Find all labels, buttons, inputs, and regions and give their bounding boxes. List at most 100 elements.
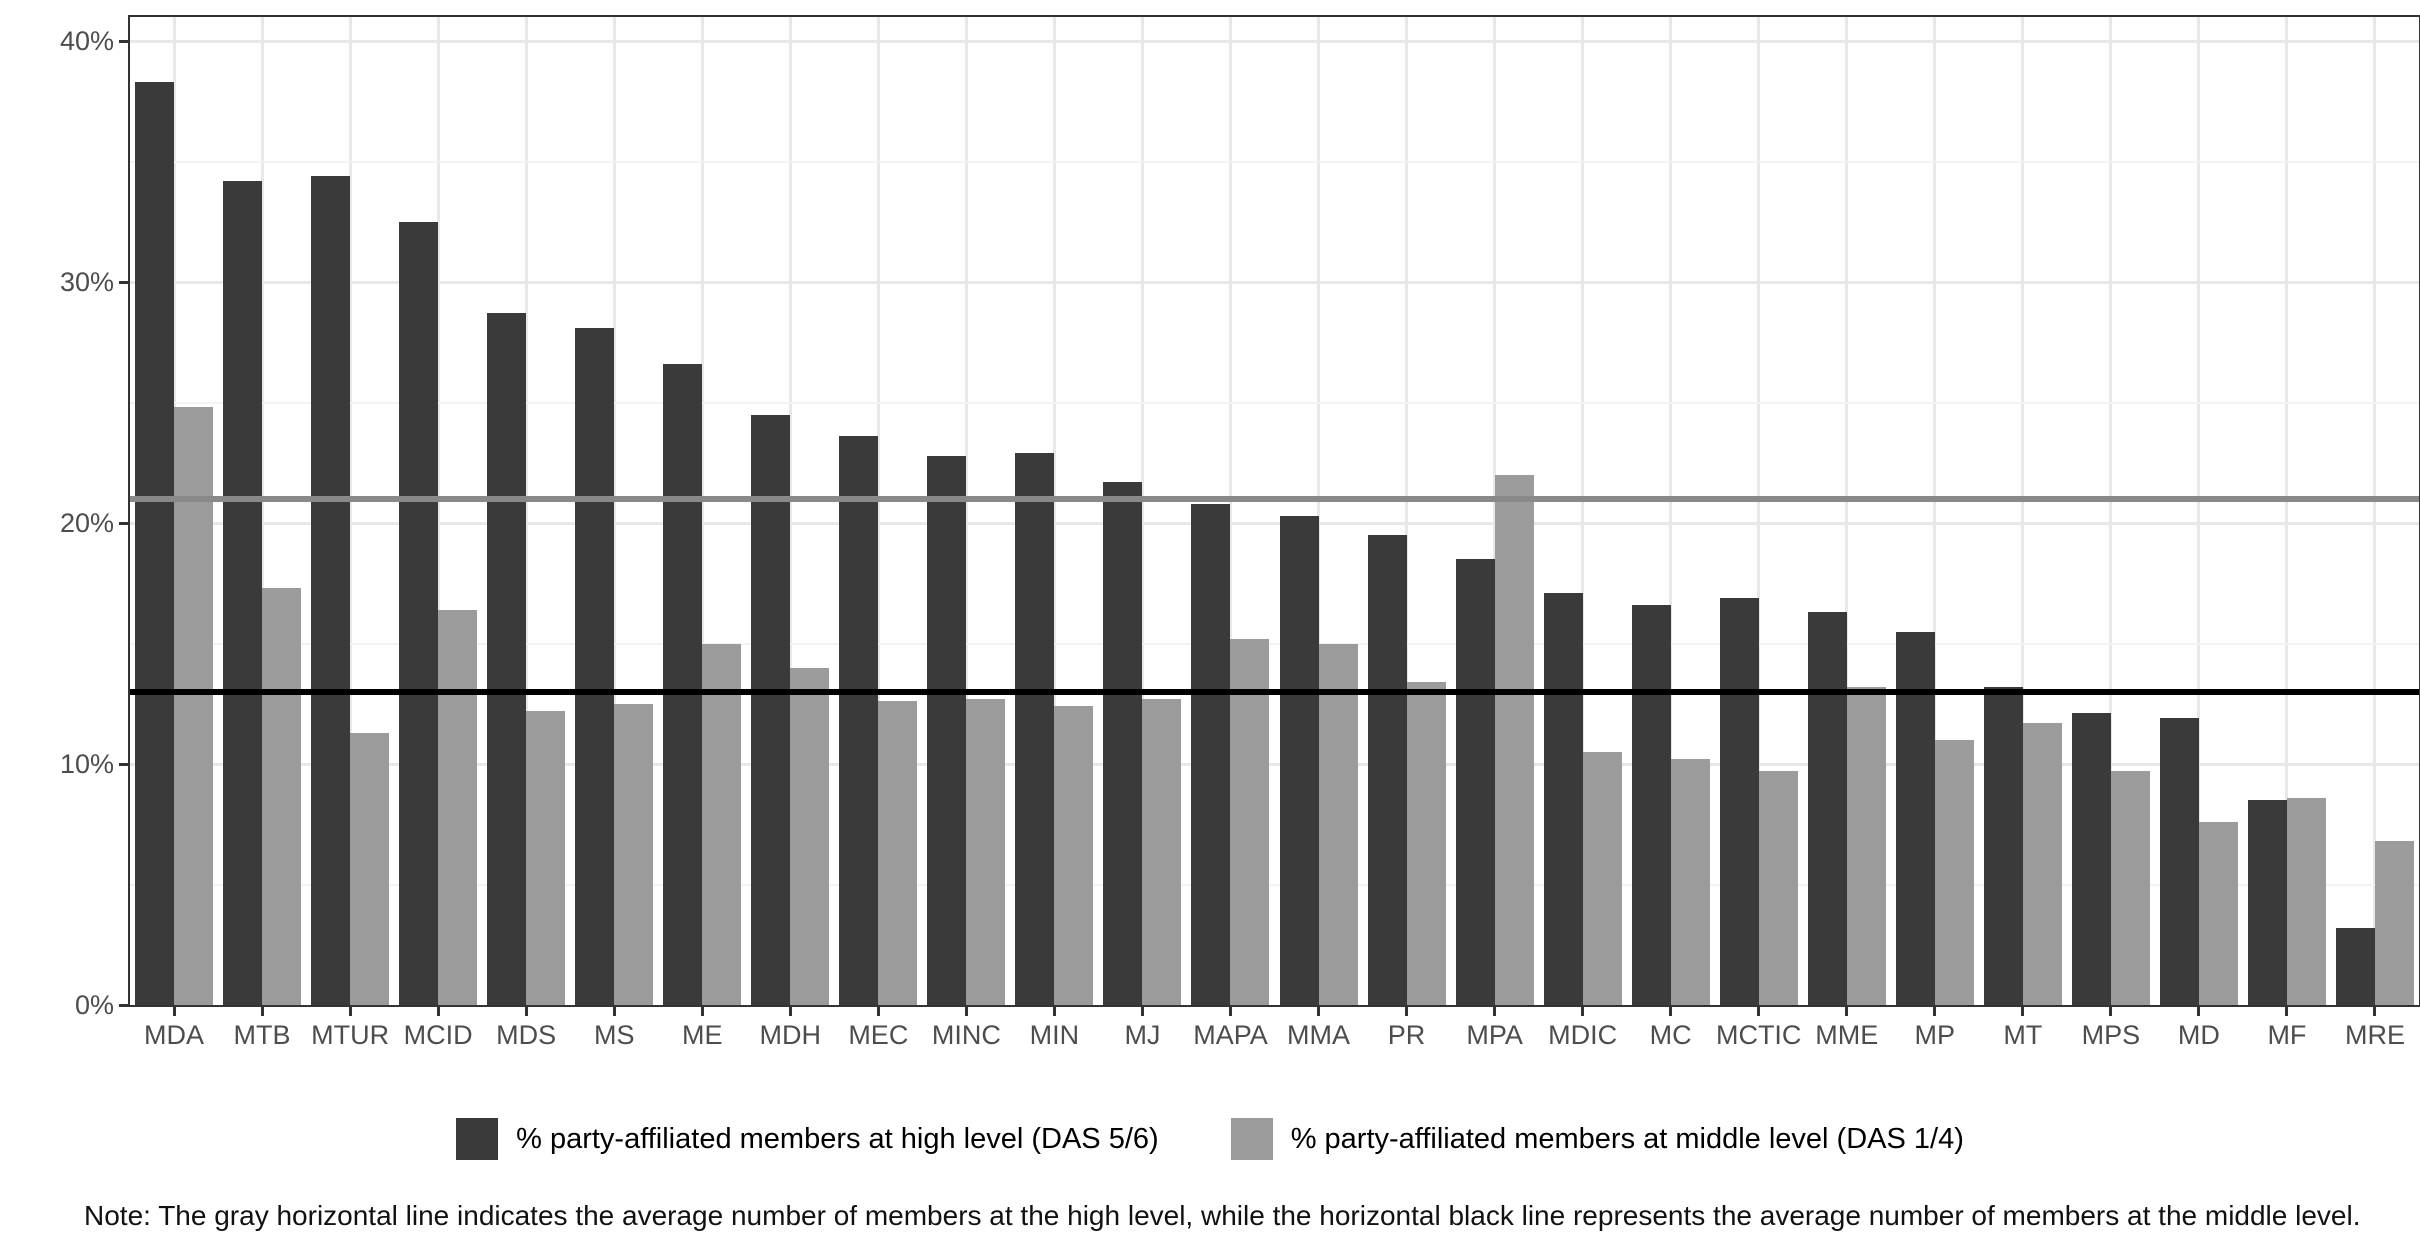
x-tick-mark bbox=[876, 1007, 880, 1016]
legend-item-high: % party-affiliated members at high level… bbox=[456, 1118, 1159, 1160]
bar-middle-mtur bbox=[350, 732, 390, 1005]
x-tick-label-minc: MINC bbox=[931, 1020, 1001, 1050]
x-tick-label-mre: MRE bbox=[2344, 1020, 2405, 1050]
x-tick-label-mdh: MDH bbox=[759, 1020, 822, 1050]
vertical-gridline bbox=[1052, 17, 1056, 1005]
x-tick-mark bbox=[524, 1007, 528, 1016]
bar-high-mf bbox=[2247, 800, 2287, 1005]
x-tick-mark bbox=[1669, 1007, 1673, 1016]
vertical-gridline bbox=[2285, 17, 2289, 1005]
x-tick-label-mdic: MDIC bbox=[1548, 1020, 1618, 1050]
bar-high-mj bbox=[1103, 482, 1143, 1005]
bar-high-mda bbox=[135, 82, 175, 1005]
bar-high-mec bbox=[839, 436, 879, 1005]
bar-middle-mec bbox=[878, 701, 918, 1005]
vertical-gridline bbox=[1140, 17, 1144, 1005]
black-reference-line bbox=[130, 688, 2419, 695]
x-tick-label-me: ME bbox=[682, 1020, 723, 1050]
y-tick-label: 0% bbox=[74, 990, 114, 1020]
bar-high-mdh bbox=[751, 414, 791, 1005]
bar-high-mcid bbox=[399, 221, 439, 1005]
y-tick-label: 20% bbox=[59, 508, 114, 539]
gray-reference-line bbox=[130, 495, 2419, 502]
bar-middle-mda bbox=[174, 407, 214, 1005]
x-tick-label-mpa: MPA bbox=[1466, 1020, 1523, 1050]
vertical-gridline bbox=[2109, 17, 2113, 1005]
x-tick-label-md: MD bbox=[2177, 1020, 2220, 1050]
bar-middle-mt bbox=[2022, 723, 2062, 1005]
x-tick-label-mds: MDS bbox=[496, 1020, 557, 1050]
major-gridline bbox=[130, 280, 2419, 284]
bar-middle-mds bbox=[526, 711, 566, 1005]
vertical-gridline bbox=[1405, 17, 1409, 1005]
bar-middle-mctic bbox=[1758, 771, 1798, 1005]
x-tick-label-mps: MPS bbox=[2081, 1020, 2141, 1050]
vertical-gridline bbox=[964, 17, 968, 1005]
x-tick-mark bbox=[2285, 1007, 2289, 1016]
vertical-gridline bbox=[2197, 17, 2201, 1005]
vertical-gridline bbox=[1845, 17, 1849, 1005]
bar-high-md bbox=[2159, 718, 2199, 1005]
bar-high-mt bbox=[1983, 686, 2023, 1005]
x-tick-mark bbox=[788, 1007, 792, 1016]
major-gridline bbox=[130, 521, 2419, 525]
y-tick-mark bbox=[119, 521, 128, 525]
bar-middle-mapa bbox=[1230, 638, 1270, 1005]
vertical-gridline bbox=[876, 17, 880, 1005]
vertical-gridline bbox=[1669, 17, 1673, 1005]
vertical-gridline bbox=[260, 17, 264, 1005]
bar-middle-minc bbox=[966, 698, 1006, 1005]
bar-high-pr bbox=[1367, 535, 1407, 1005]
x-tick-mark bbox=[172, 1007, 176, 1016]
x-tick-label-mt: MT bbox=[2003, 1020, 2043, 1050]
major-gridline bbox=[130, 39, 2419, 43]
vertical-gridline bbox=[1757, 17, 1761, 1005]
x-tick-mark bbox=[1405, 1007, 1409, 1016]
legend-swatch-high bbox=[456, 1118, 499, 1160]
plot-panel bbox=[128, 15, 2420, 1007]
x-tick-mark bbox=[348, 1007, 352, 1016]
x-tick-mark bbox=[964, 1007, 968, 1016]
bar-high-mma bbox=[1279, 515, 1319, 1005]
bar-middle-mc bbox=[1670, 759, 1710, 1005]
bar-high-mme bbox=[1807, 612, 1847, 1005]
bar-middle-min bbox=[1054, 706, 1094, 1005]
bar-high-mre bbox=[2335, 927, 2375, 1005]
x-tick-label-mcid: MCID bbox=[403, 1020, 473, 1050]
x-tick-mark bbox=[1228, 1007, 1232, 1016]
legend: % party-affiliated members at high level… bbox=[0, 1118, 2420, 1160]
x-tick-label-mda: MDA bbox=[144, 1020, 205, 1050]
bar-high-mtb bbox=[223, 180, 263, 1005]
vertical-gridline bbox=[1228, 17, 1232, 1005]
vertical-gridline bbox=[612, 17, 616, 1005]
minor-gridline bbox=[130, 401, 2419, 404]
bar-middle-ms bbox=[614, 703, 654, 1005]
vertical-gridline bbox=[1317, 17, 1321, 1005]
y-tick-mark bbox=[119, 39, 128, 43]
y-tick-mark bbox=[119, 1003, 128, 1007]
bar-high-mpa bbox=[1455, 559, 1495, 1005]
x-tick-mark bbox=[2021, 1007, 2025, 1016]
vertical-gridline bbox=[2021, 17, 2025, 1005]
bar-high-mps bbox=[2071, 713, 2111, 1005]
x-tick-label-mtur: MTUR bbox=[311, 1020, 390, 1050]
bar-middle-mj bbox=[1142, 698, 1182, 1005]
x-tick-label-ms: MS bbox=[593, 1020, 635, 1050]
vertical-gridline bbox=[1933, 17, 1937, 1005]
x-tick-label-mma: MMA bbox=[1287, 1020, 1351, 1050]
bar-middle-mdh bbox=[790, 667, 830, 1005]
bar-middle-mcid bbox=[438, 609, 478, 1005]
y-tick-mark bbox=[119, 280, 128, 284]
x-tick-mark bbox=[1052, 1007, 1056, 1016]
bar-middle-mf bbox=[2286, 797, 2326, 1005]
bar-middle-mma bbox=[1318, 643, 1358, 1005]
vertical-gridline bbox=[700, 17, 704, 1005]
x-tick-label-min: MIN bbox=[1029, 1020, 1080, 1050]
x-tick-label-mtb: MTB bbox=[233, 1020, 291, 1050]
x-tick-mark bbox=[2373, 1007, 2377, 1016]
x-tick-label-mj: MJ bbox=[1124, 1020, 1161, 1050]
x-tick-label-mapa: MAPA bbox=[1193, 1020, 1268, 1050]
x-tick-mark bbox=[2109, 1007, 2113, 1016]
bar-high-minc bbox=[927, 455, 967, 1005]
